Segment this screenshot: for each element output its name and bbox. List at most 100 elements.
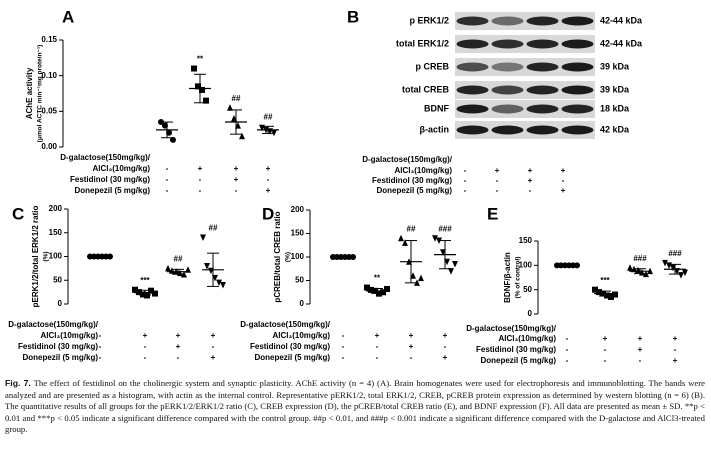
y-tick-label: 0.05 bbox=[41, 106, 57, 115]
treatment-sign: - bbox=[566, 334, 569, 343]
treatment-sign: - bbox=[566, 345, 569, 354]
treatment-label: Donepezil (5 mg/kg) bbox=[480, 356, 556, 365]
significance-label: ## bbox=[232, 94, 241, 103]
blot-band bbox=[526, 62, 559, 72]
data-point bbox=[452, 261, 458, 268]
blot-band bbox=[491, 85, 524, 95]
treatment-sign: - bbox=[376, 353, 379, 362]
data-point bbox=[612, 291, 618, 298]
significance-label: ## bbox=[174, 254, 183, 263]
panel-letter: E bbox=[487, 204, 498, 223]
blot-band bbox=[456, 16, 489, 26]
treatment-sign: + bbox=[561, 186, 566, 195]
blot-row-label: BDNF bbox=[424, 103, 449, 113]
data-point bbox=[195, 83, 201, 90]
treatment-label: Donepezil (5 mg/kg) bbox=[22, 353, 98, 362]
y-tick-label: 100 bbox=[291, 252, 305, 261]
blot-strip bbox=[455, 12, 595, 30]
blot-strip bbox=[455, 100, 595, 118]
treatment-sign: + bbox=[443, 331, 448, 340]
treatment-sign: - bbox=[464, 166, 467, 175]
significance-label: ### bbox=[438, 224, 452, 233]
figure: B A 0.00 0.05 0.10 0.15 AChE activity (μmol AC… bbox=[8, 7, 688, 365]
blot-band bbox=[456, 62, 489, 72]
blot-band bbox=[526, 16, 559, 26]
data-point bbox=[170, 136, 176, 143]
y-tick-label: 0.10 bbox=[41, 71, 57, 80]
treatment-sign: + bbox=[176, 342, 181, 351]
y-tick-label: 100 bbox=[519, 260, 533, 269]
data-point bbox=[380, 289, 386, 296]
y-tick-label: 0 bbox=[528, 309, 533, 318]
treatment-sign: - bbox=[674, 345, 677, 354]
treatment-sign: + bbox=[528, 176, 533, 185]
data-point bbox=[191, 65, 197, 72]
panel-letter: C bbox=[12, 204, 24, 223]
treatment-sign: + bbox=[266, 164, 271, 173]
data-point bbox=[418, 274, 424, 282]
y-tick-label: 0.15 bbox=[41, 35, 57, 44]
data-point bbox=[368, 286, 374, 293]
treatment-sign: - bbox=[99, 353, 102, 362]
data-point bbox=[662, 259, 668, 267]
data-point bbox=[398, 234, 404, 242]
y-axis-label: pCREB/total CREB ratio bbox=[273, 211, 282, 302]
blot-band bbox=[561, 85, 594, 95]
treatment-label: Festidinol (30 mg/kg) bbox=[250, 342, 330, 351]
blot-band bbox=[561, 62, 594, 72]
panel-letter: B bbox=[347, 7, 359, 26]
blot-strip bbox=[455, 81, 595, 99]
treatment-label: Festidinol (30 mg/kg) bbox=[18, 342, 98, 351]
blot-band bbox=[491, 39, 524, 49]
treatment-sign: - bbox=[199, 186, 202, 195]
blot-strip bbox=[455, 121, 595, 139]
data-point bbox=[199, 86, 205, 93]
blot-band bbox=[561, 125, 594, 135]
blot-size-label: 42-44 kDa bbox=[600, 38, 643, 48]
treatment-label: Donepezil (5 mg/kg) bbox=[74, 186, 150, 195]
y-tick-label: 150 bbox=[49, 228, 63, 237]
data-point bbox=[165, 264, 171, 272]
treatment-label: AlCl₃(10mg/kg) bbox=[395, 166, 453, 175]
y-tick-label: 150 bbox=[519, 236, 533, 245]
treatment-sign: - bbox=[212, 342, 215, 351]
blot-size-label: 39 kDa bbox=[600, 61, 630, 71]
treatment-sign: - bbox=[342, 342, 345, 351]
treatment-sign: - bbox=[464, 186, 467, 195]
treatment-sign: - bbox=[496, 186, 499, 195]
treatment-sign: - bbox=[464, 176, 467, 185]
blot-band bbox=[561, 16, 594, 26]
y-tick-label: 50 bbox=[295, 276, 304, 285]
treatment-sign: + bbox=[234, 175, 239, 184]
y-tick-label: 200 bbox=[291, 205, 305, 214]
treatment-sign: + bbox=[443, 353, 448, 362]
caption-label: Fig. 7. bbox=[5, 378, 31, 388]
data-point bbox=[200, 234, 206, 241]
data-point bbox=[402, 239, 408, 246]
blot-row-label: p CREB bbox=[416, 61, 450, 71]
significance-label: ** bbox=[197, 55, 204, 64]
data-point bbox=[220, 282, 226, 289]
data-point bbox=[216, 279, 222, 287]
treatment-sign: - bbox=[562, 176, 565, 185]
treatment-sign: + bbox=[409, 342, 414, 351]
treatment-sign: + bbox=[638, 334, 643, 343]
treatment-sign: - bbox=[177, 353, 180, 362]
treatment-label: D-galactose(150mg/kg)/ bbox=[8, 320, 99, 329]
treatment-sign: - bbox=[267, 175, 270, 184]
blot-row-label: β-actin bbox=[420, 124, 450, 134]
treatment-sign: - bbox=[342, 331, 345, 340]
blot-band bbox=[456, 125, 489, 135]
treatment-label: Donepezil (5 mg/kg) bbox=[254, 353, 330, 362]
blot-band bbox=[456, 85, 489, 95]
significance-label: ### bbox=[668, 249, 682, 258]
data-point bbox=[227, 104, 233, 111]
treatment-sign: - bbox=[199, 175, 202, 184]
treatment-label: AlCl₃(10mg/kg) bbox=[499, 334, 557, 343]
treatment-sign: - bbox=[342, 353, 345, 362]
data-point bbox=[132, 286, 138, 293]
y-tick-label: 0 bbox=[58, 299, 63, 308]
treatment-label: Festidinol (30 mg/kg) bbox=[70, 175, 150, 184]
treatment-label: Festidinol (30 mg/kg) bbox=[476, 345, 556, 354]
y-axis-label: (%) bbox=[43, 251, 50, 261]
